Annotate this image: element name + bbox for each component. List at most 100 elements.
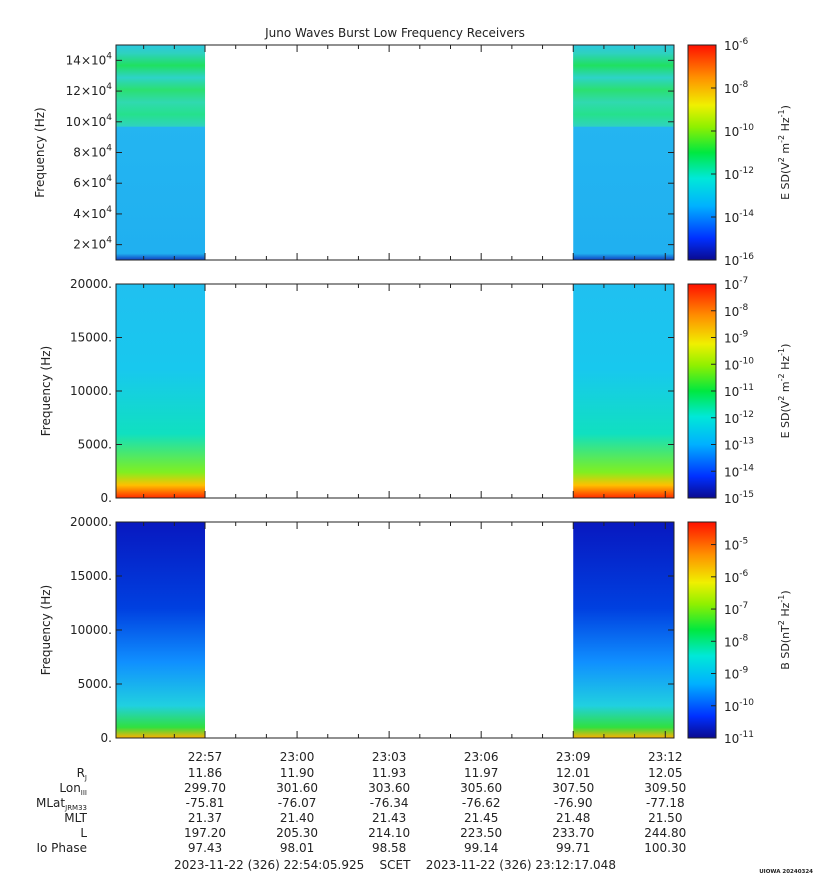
- ephemeris-value: 21.40: [280, 811, 314, 825]
- ephemeris-value: 21.43: [372, 811, 406, 825]
- ephemeris-value: 12.01: [556, 766, 590, 780]
- ephemeris-value: 11.86: [188, 766, 222, 780]
- y-tick-label: 15000.: [70, 569, 112, 583]
- ephemeris-value: 299.70: [184, 781, 226, 795]
- ephemeris-value: 309.50: [644, 781, 686, 795]
- spectrogram-data-block: [116, 284, 206, 498]
- colorbar-tick-label: 10-11: [724, 383, 754, 399]
- ephemeris-value: 301.60: [276, 781, 318, 795]
- time-range-footer: 2023-11-22 (326) 22:54:05.925 SCET 2023-…: [174, 858, 616, 872]
- spectrogram-emission-band: [116, 45, 206, 127]
- y-tick-label: 10000.: [70, 384, 112, 398]
- colorbar-tick-label: 10-10: [724, 356, 754, 372]
- y-tick-label: 5000.: [78, 438, 112, 452]
- x-tick-label: 23:00: [280, 750, 315, 764]
- ephemeris-row-label: Io Phase: [36, 841, 87, 855]
- colorbar-label: B SD(nT2 Hz-1): [777, 590, 792, 669]
- ephemeris-value: -77.18: [646, 796, 685, 810]
- colorbar-tick-label: 10-11: [724, 730, 754, 746]
- x-tick-label: 22:57: [188, 750, 223, 764]
- y-tick-label: 5000.: [78, 677, 112, 691]
- ephemeris-value: 98.01: [280, 841, 314, 855]
- colorbar-label: E SD(V2 m-2 Hz-1): [777, 344, 792, 439]
- y-tick-label: 20000.: [70, 515, 112, 529]
- ephemeris-value: 11.90: [280, 766, 314, 780]
- ephemeris-value: 21.45: [464, 811, 498, 825]
- ephemeris-value: 205.30: [276, 826, 318, 840]
- y-tick-label: 15000.: [70, 331, 112, 345]
- spectrogram-data-block: [116, 522, 206, 738]
- colorbar-tick-label: 10-8: [724, 80, 749, 96]
- colorbar-tick-label: 10-12: [724, 410, 754, 426]
- panel-middle: 0. 5000. 10000. 15000. 20000. Frequency (Hz) 1…: [39, 276, 792, 506]
- ephemeris-value: 12.05: [648, 766, 682, 780]
- colorbar-tick-label: 10-5: [724, 537, 748, 553]
- ephemeris-row-label: LonIII: [59, 781, 87, 797]
- ephemeris-value: 100.30: [644, 841, 686, 855]
- y-tick-label: 10×104: [66, 113, 113, 129]
- colorbar-tick-label: 10-15: [724, 490, 754, 506]
- y-tick-label: 0.: [101, 731, 112, 745]
- ephemeris-value: 305.60: [460, 781, 502, 795]
- ephemeris-value: -76.90: [554, 796, 593, 810]
- colorbar-tick-label: 10-7: [724, 601, 748, 617]
- y-tick-label: 6×104: [73, 174, 112, 190]
- ephemeris-value: 244.80: [644, 826, 686, 840]
- colorbar: [687, 44, 717, 261]
- ephemeris-value: 197.20: [184, 826, 226, 840]
- y-tick-label: 2×104: [73, 236, 112, 252]
- ephemeris-value: 21.37: [188, 811, 222, 825]
- colorbar-label: E SD(V2 m-2 Hz-1): [777, 105, 792, 200]
- y-tick-label: 0.: [101, 491, 112, 505]
- y-tick-label: 8×104: [73, 144, 112, 160]
- colorbar-tick-label: 10-8: [724, 303, 749, 319]
- ephemeris-value: 303.60: [368, 781, 410, 795]
- ephemeris-row-label: MLatJRM33: [36, 796, 87, 812]
- colorbar-tick-label: 10-10: [724, 698, 754, 714]
- ephemeris-value: 11.97: [464, 766, 498, 780]
- ephemeris-value: 99.71: [556, 841, 590, 855]
- colorbar-tick-label: 10-10: [724, 123, 754, 139]
- y-axis-label: Frequency (Hz): [39, 346, 53, 437]
- y-tick-label: 14×104: [66, 51, 113, 67]
- ephemeris-value: -75.81: [186, 796, 225, 810]
- colorbar-tick-label: 10-13: [724, 437, 754, 453]
- colorbar-tick-label: 10-6: [724, 569, 749, 585]
- ephemeris-value: 223.50: [460, 826, 502, 840]
- colorbar-tick-label: 10-14: [724, 209, 754, 225]
- colorbar-tick-label: 10-8: [724, 633, 749, 649]
- panel-bottom: 0. 5000. 10000. 15000. 20000. Frequency (Hz) 1…: [39, 515, 792, 746]
- colorbar: [687, 521, 717, 739]
- ephemeris-value: -76.07: [278, 796, 317, 810]
- x-tick-label: 23:06: [464, 750, 499, 764]
- colorbar-tick-label: 10-9: [724, 330, 749, 346]
- y-tick-label: 12×104: [66, 82, 113, 98]
- x-tick-label: 23:12: [648, 750, 683, 764]
- colorbar-tick-label: 10-12: [724, 166, 754, 182]
- colorbar-tick-label: 10-7: [724, 276, 748, 292]
- ephemeris-value: -76.62: [462, 796, 501, 810]
- ephemeris-value: 99.14: [464, 841, 498, 855]
- ephemeris-value: 233.70: [552, 826, 594, 840]
- ephemeris-value: 11.93: [372, 766, 406, 780]
- x-tick-label: 23:03: [372, 750, 407, 764]
- ephemeris-value: 21.50: [648, 811, 682, 825]
- spectrogram-data-block: [573, 284, 674, 498]
- panel-top: 2×104 4×104 6×104 8×104 10×104 12×104 14×104 Fr…: [33, 37, 792, 268]
- ephemeris-row-label: MLT: [64, 811, 87, 825]
- figure-title: Juno Waves Burst Low Frequency Receivers: [264, 26, 525, 40]
- colorbar-tick-label: 10-14: [724, 463, 754, 479]
- y-tick-label: 20000.: [70, 277, 112, 291]
- y-tick-label: 4×104: [73, 205, 112, 221]
- y-axis-label: Frequency (Hz): [33, 107, 47, 198]
- spectrogram-data-block: [573, 522, 674, 738]
- y-axis-label: Frequency (Hz): [39, 585, 53, 676]
- ephemeris-row-label: RJ: [77, 766, 87, 782]
- ephemeris-value: 98.58: [372, 841, 406, 855]
- ephemeris-value: 307.50: [552, 781, 594, 795]
- spectrogram-emission-band: [573, 45, 674, 127]
- ephemeris-value: 97.43: [188, 841, 222, 855]
- ephemeris-value: 21.48: [556, 811, 590, 825]
- colorbar-tick-label: 10-9: [724, 666, 749, 682]
